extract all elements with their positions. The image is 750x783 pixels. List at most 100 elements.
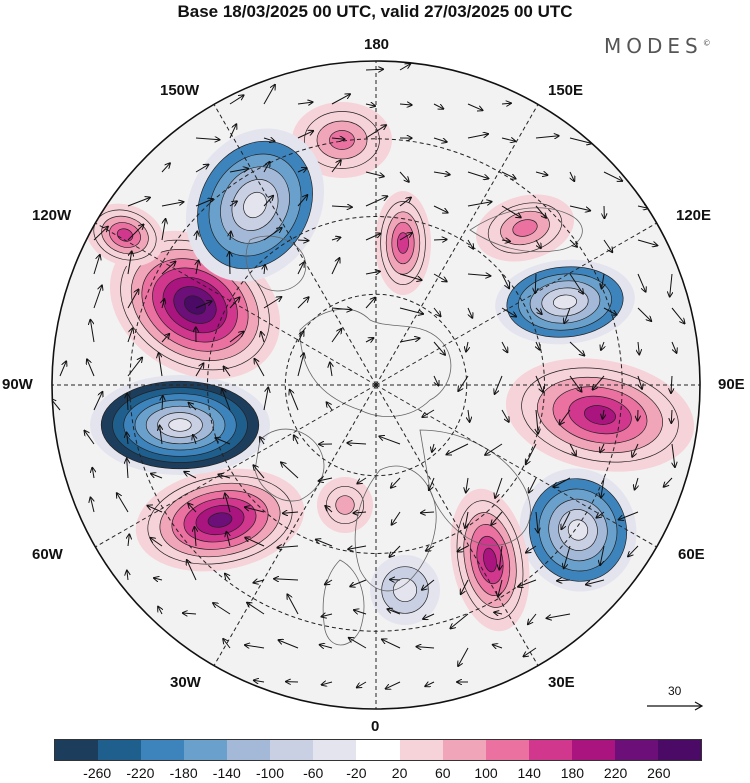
- wind-arrow: [283, 512, 299, 513]
- wind-arrow: [467, 239, 473, 249]
- wind-arrow: [501, 240, 510, 241]
- contour-line: [463, 512, 517, 608]
- wind-arrow: [274, 579, 299, 580]
- wind-arrow: [297, 297, 309, 309]
- colorbar-tick-label: 140: [517, 765, 541, 781]
- wind-arrow: [447, 443, 469, 455]
- wind-arrow: [91, 498, 95, 513]
- wind-arrow: [560, 409, 571, 424]
- contour-line: [183, 295, 207, 315]
- contour-line: [538, 488, 618, 572]
- wind-arrow: [350, 579, 367, 586]
- wind-arrow: [433, 239, 447, 240]
- contour-line: [112, 387, 248, 463]
- wind-arrow: [535, 375, 543, 392]
- wind-arrow: [365, 271, 380, 274]
- wind-arrow: [93, 392, 102, 411]
- wind-arrow: [426, 545, 435, 551]
- wind-arrow: [569, 443, 576, 456]
- wind-arrow: [159, 353, 163, 377]
- wind-arrow: [147, 506, 163, 513]
- wind-arrow: [297, 102, 313, 104]
- wind-arrow: [127, 198, 150, 207]
- wind-arrow: [422, 409, 435, 417]
- wind-arrow: [494, 612, 503, 614]
- wind-arrow: [297, 263, 304, 275]
- coastline: [469, 207, 583, 253]
- wind-arrow: [354, 610, 367, 615]
- meridian-line: [375, 219, 663, 386]
- wind-arrow: [127, 328, 133, 343]
- colorbar-tick-label: -20: [346, 765, 367, 781]
- wind-arrow: [535, 136, 559, 138]
- wind-arrow: [535, 205, 546, 218]
- wind-arrow: [297, 131, 313, 139]
- lon-label-120e: 120E: [676, 207, 712, 224]
- meridian-line: [89, 219, 377, 386]
- wind-arrow: [365, 234, 380, 241]
- wind-arrow: [365, 171, 384, 176]
- colorbar-tick-label: 260: [647, 765, 671, 781]
- wind-arrow: [603, 307, 617, 315]
- coastline: [322, 559, 365, 646]
- wind-arrow: [297, 168, 307, 172]
- contour-line: [123, 393, 237, 457]
- colorbar-tick-label: -140: [212, 765, 241, 781]
- colorbar-segment: [313, 740, 357, 760]
- wind-arrow: [637, 307, 651, 321]
- wind-arrow: [671, 375, 672, 393]
- wind-arrow: [501, 341, 507, 352]
- wind-arrow: [264, 265, 265, 275]
- contour-fill: [568, 519, 588, 541]
- contour-fill: [483, 548, 497, 572]
- wind-arrow: [637, 239, 657, 246]
- anomaly-positive-165w: [86, 203, 164, 267]
- wind-arrow: [229, 297, 240, 309]
- wind-arrow: [320, 645, 333, 648]
- wind-arrow: [600, 443, 604, 452]
- wind-arrow: [635, 477, 638, 490]
- wind-arrow: [433, 103, 443, 109]
- wind-arrow: [670, 273, 672, 297]
- wind-arrow: [93, 255, 100, 275]
- wind-arrow: [127, 251, 132, 275]
- wind-arrow: [331, 308, 352, 310]
- wind-arrow: [349, 638, 367, 649]
- wind-arrow: [263, 162, 270, 173]
- wind-arrow: [382, 639, 401, 649]
- wind-arrow: [399, 338, 420, 343]
- anomaly-negative-55e: [519, 468, 637, 592]
- wind-arrow: [468, 409, 470, 422]
- wind-arrow: [535, 307, 542, 314]
- wind-arrow: [117, 493, 129, 513]
- contour-line: [391, 221, 415, 265]
- wind-arrow: [493, 645, 503, 648]
- wind-arrow: [245, 645, 265, 648]
- wind-arrow: [127, 459, 128, 479]
- wind-arrow: [196, 261, 199, 275]
- wind-arrow: [245, 538, 265, 547]
- wind-arrow: [253, 465, 265, 479]
- wind-arrow: [263, 388, 268, 411]
- wind-arrow: [90, 320, 95, 343]
- wind-arrow: [465, 511, 468, 528]
- wind-arrow: [564, 545, 571, 568]
- wind-arrow: [229, 252, 230, 275]
- contour-line: [329, 130, 355, 150]
- contour-line: [116, 228, 134, 242]
- contour-line: [147, 475, 293, 565]
- wind-arrow: [127, 358, 142, 377]
- wind-arrow: [501, 307, 516, 317]
- lon-label-150e: 150E: [548, 82, 584, 99]
- wind-arrow: [569, 375, 582, 392]
- wind-arrow: [390, 580, 401, 581]
- lon-label-60w: 60W: [32, 546, 63, 563]
- wind-arrow: [399, 273, 422, 280]
- wind-arrow: [261, 332, 264, 343]
- wind-arrow: [421, 512, 435, 513]
- graticule: [52, 61, 700, 709]
- meridian-line: [375, 98, 542, 386]
- wind-arrow: [158, 607, 162, 615]
- wind-arrow: [161, 262, 175, 275]
- wind-arrow: [127, 225, 144, 241]
